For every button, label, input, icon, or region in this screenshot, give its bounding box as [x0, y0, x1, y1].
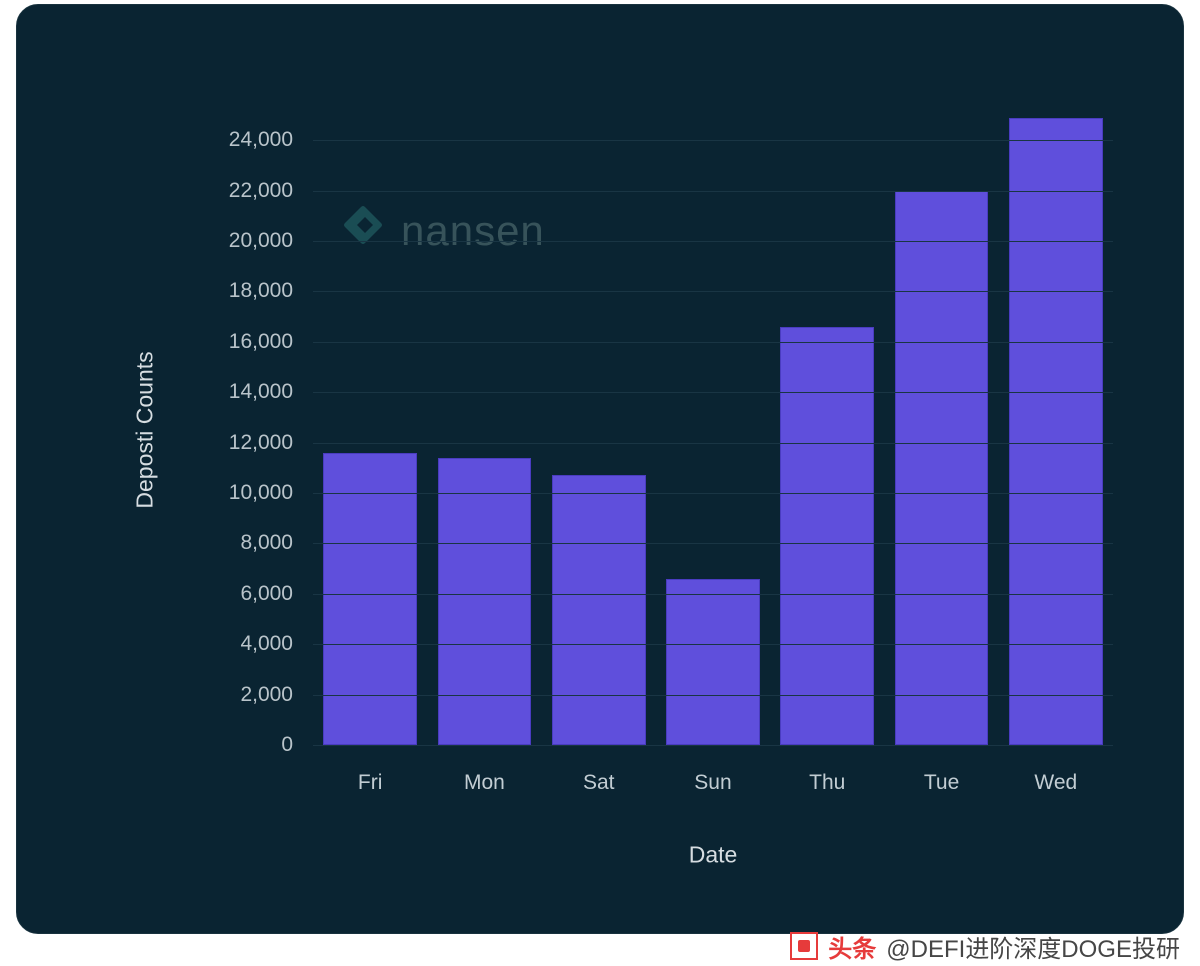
y-tick-label: 18,000 [229, 279, 293, 303]
toutiao-logo-icon [790, 932, 818, 960]
bar-slot: Fri [313, 115, 427, 745]
bar [666, 579, 760, 745]
bar [552, 475, 646, 745]
y-tick-label: 6,000 [240, 582, 293, 606]
x-tick-label: Mon [464, 771, 505, 795]
x-tick-label: Wed [1034, 771, 1077, 795]
gridline [313, 745, 1113, 746]
y-tick-label: 10,000 [229, 481, 293, 505]
bar [780, 327, 874, 745]
bar [323, 453, 417, 745]
gridline [313, 191, 1113, 192]
y-tick-label: 16,000 [229, 330, 293, 354]
bar-slot: Sat [542, 115, 656, 745]
y-tick-label: 20,000 [229, 229, 293, 253]
x-axis-title: Date [689, 842, 738, 869]
x-tick-label: Tue [924, 771, 959, 795]
bar-slot: Sun [656, 115, 770, 745]
x-tick-label: Thu [809, 771, 845, 795]
y-tick-label: 24,000 [229, 128, 293, 152]
gridline [313, 443, 1113, 444]
gridline [313, 493, 1113, 494]
bar-slot: Wed [999, 115, 1113, 745]
y-tick-label: 4,000 [240, 632, 293, 656]
gridline [313, 140, 1113, 141]
y-axis-title: Deposti Counts [132, 351, 159, 508]
x-tick-label: Sat [583, 771, 615, 795]
bar [438, 458, 532, 745]
y-tick-label: 8,000 [240, 531, 293, 555]
y-tick-label: 0 [281, 733, 293, 757]
bar [895, 191, 989, 745]
bars-container: FriMonSatSunThuTueWed [313, 115, 1113, 745]
gridline [313, 644, 1113, 645]
x-tick-label: Fri [358, 771, 383, 795]
gridline [313, 392, 1113, 393]
y-tick-label: 22,000 [229, 179, 293, 203]
bar-slot: Thu [770, 115, 884, 745]
bar-slot: Mon [427, 115, 541, 745]
y-tick-label: 14,000 [229, 380, 293, 404]
gridline [313, 291, 1113, 292]
gridline [313, 695, 1113, 696]
gridline [313, 241, 1113, 242]
x-tick-label: Sun [694, 771, 731, 795]
bar [1009, 118, 1103, 745]
chart-card: nansen Deposti Counts Date FriMonSatSunT… [16, 4, 1184, 934]
gridline [313, 594, 1113, 595]
plot-area: FriMonSatSunThuTueWed 02,0004,0006,0008,… [313, 115, 1113, 745]
y-tick-label: 2,000 [240, 683, 293, 707]
gridline [313, 342, 1113, 343]
bar-slot: Tue [884, 115, 998, 745]
gridline [313, 543, 1113, 544]
y-tick-label: 12,000 [229, 431, 293, 455]
